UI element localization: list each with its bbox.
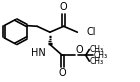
Text: Cl: Cl — [87, 27, 96, 37]
Text: CH₃: CH₃ — [94, 51, 108, 60]
Text: CH₃: CH₃ — [90, 45, 104, 54]
Text: CH₃: CH₃ — [90, 57, 104, 66]
Text: HN: HN — [31, 48, 46, 58]
Text: O: O — [58, 68, 66, 78]
Text: O: O — [60, 2, 67, 12]
Text: O: O — [76, 45, 83, 55]
